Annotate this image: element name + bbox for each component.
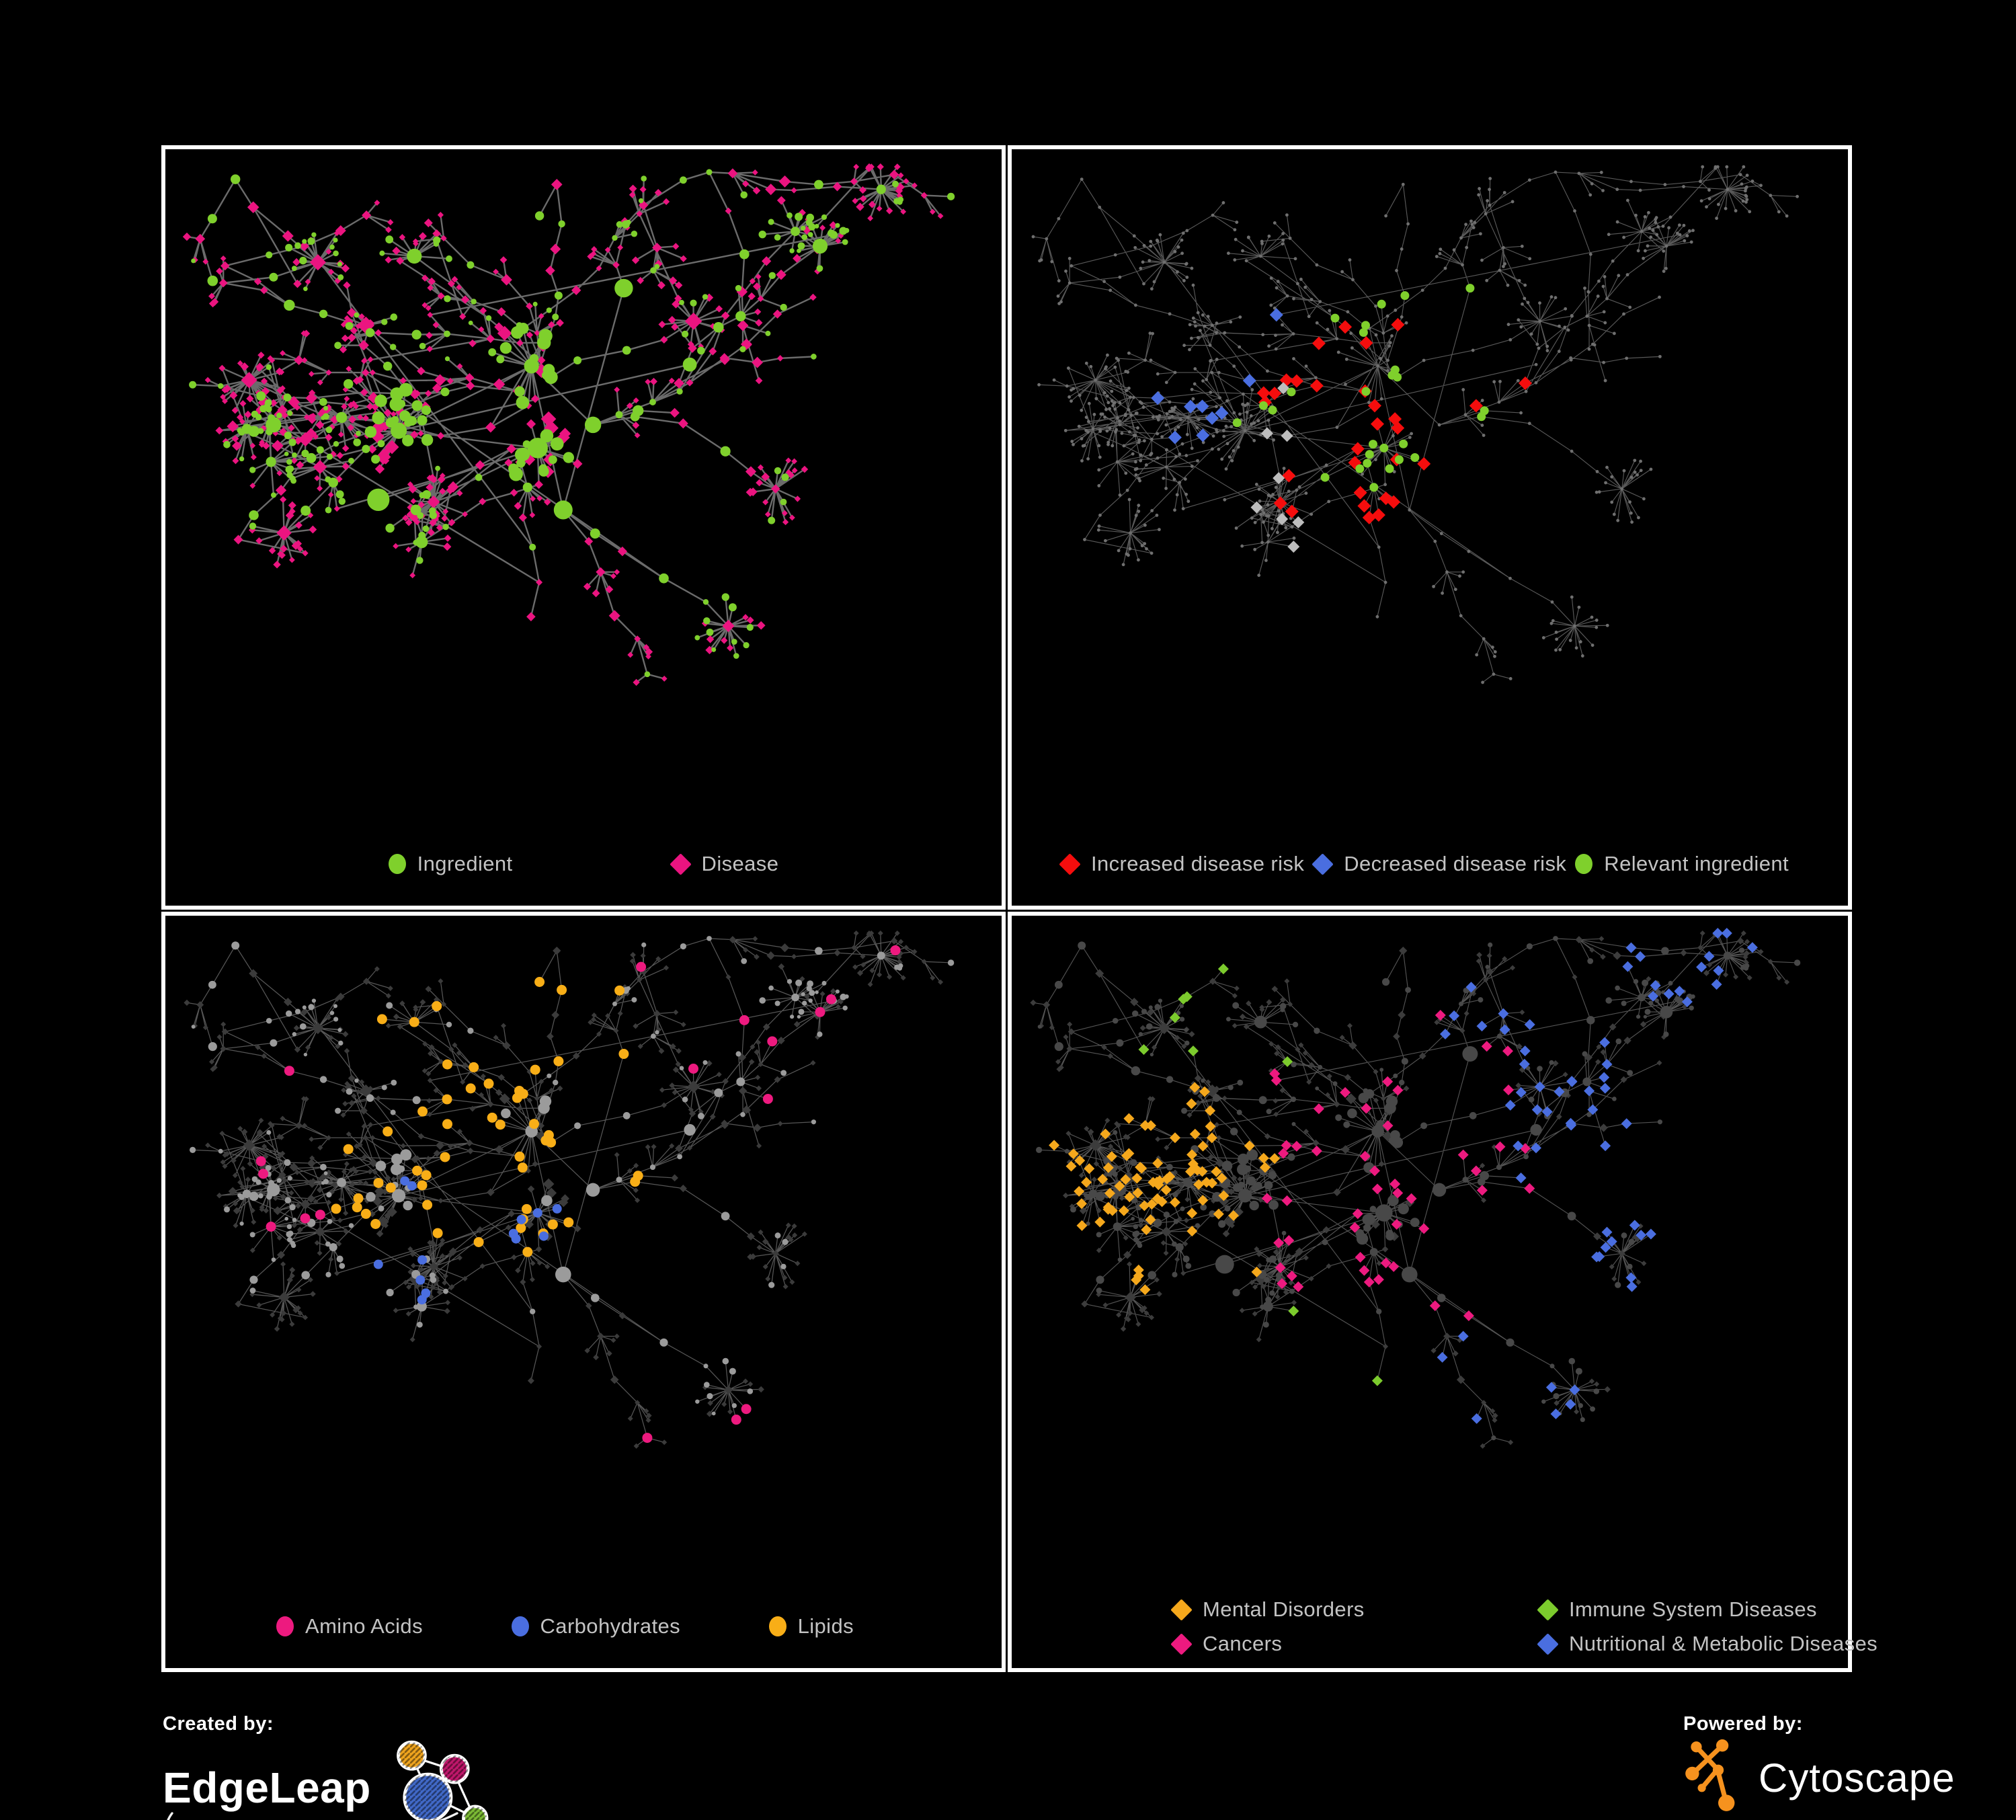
legend-item-ingredient: Ingredient xyxy=(388,852,513,876)
legend-item-amino-acids: Amino Acids xyxy=(276,1614,423,1638)
legend-label: Increased disease risk xyxy=(1091,852,1305,875)
legend-label: Nutritional & Metabolic Diseases xyxy=(1569,1632,1878,1655)
legend-label: Lipids xyxy=(797,1614,854,1638)
ingredient-swatch-icon xyxy=(388,854,406,874)
disease-risk-network-graph xyxy=(1031,165,1799,684)
legend-label: Mental Disorders xyxy=(1203,1597,1365,1621)
legend: Amino Acids Carbohydrates Lipids xyxy=(165,1614,1002,1638)
panel-macronutrients: Amino Acids Carbohydrates Lipids xyxy=(161,912,1006,1672)
cancers-swatch-icon xyxy=(1170,1632,1193,1655)
panels-grid: Ingredient Disease Increased disease ris… xyxy=(161,145,1878,1672)
amino-acids-swatch-icon xyxy=(276,1616,294,1636)
legend-label: Relevant ingredient xyxy=(1604,852,1789,875)
nutritional-diseases-swatch-icon xyxy=(1537,1632,1559,1655)
panel-ingredient-disease: Ingredient Disease xyxy=(161,145,1006,910)
legend: Ingredient Disease xyxy=(165,852,1002,876)
legend-item-increased-risk: Increased disease risk xyxy=(1059,852,1305,876)
increased-risk-swatch-icon xyxy=(1059,853,1081,875)
mental-disorders-swatch-icon xyxy=(1170,1598,1193,1621)
macronutrient-network-graph xyxy=(184,930,955,1449)
legend-label: Carbohydrates xyxy=(540,1614,681,1638)
cytoscape-wordmark: Cytoscape xyxy=(1759,1755,1955,1801)
legend-label: Amino Acids xyxy=(305,1614,423,1638)
legend-item-cancers: Cancers xyxy=(1170,1632,1538,1656)
edgeleap-branding: Created by: EdgeLeap xyxy=(163,1713,506,1820)
cytoscape-logo-icon xyxy=(1685,1739,1735,1811)
panel-disease-categories: Mental Disorders Immune System Diseases … xyxy=(1008,912,1878,1672)
legend-label: Disease xyxy=(701,852,779,875)
legend-label: Cancers xyxy=(1203,1632,1283,1655)
powered-by-label: Powered by: xyxy=(1683,1713,1803,1735)
legend-item-mental-disorders: Mental Disorders xyxy=(1170,1597,1538,1622)
legend-label: Immune System Diseases xyxy=(1569,1597,1817,1621)
legend: Increased disease risk Decreased disease… xyxy=(1012,852,1848,876)
legend-item-immune-diseases: Immune System Diseases xyxy=(1537,1597,1878,1622)
edgeleap-logo-icon xyxy=(396,1740,489,1820)
legend-label: Ingredient xyxy=(417,852,513,875)
legend-item-carbohydrates: Carbohydrates xyxy=(511,1614,681,1638)
decreased-risk-swatch-icon xyxy=(1312,853,1334,875)
lipids-swatch-icon xyxy=(768,1616,787,1636)
disease-category-network-graph xyxy=(1030,927,1801,1449)
disease-swatch-icon xyxy=(669,853,692,875)
panel-disease-risk: Increased disease risk Decreased disease… xyxy=(1008,145,1852,910)
relevant-ingredient-swatch-icon xyxy=(1575,854,1593,874)
ingredient-disease-network-graph xyxy=(182,163,955,686)
edgeleap-wordmark: EdgeLeap xyxy=(163,1764,371,1812)
legend: Mental Disorders Immune System Diseases … xyxy=(1012,1597,1878,1656)
legend-item-disease: Disease xyxy=(669,852,779,876)
legend-item-decreased-risk: Decreased disease risk xyxy=(1312,852,1567,876)
cytoscape-branding: Powered by: Cytoscape xyxy=(1683,1713,1955,1817)
immune-diseases-swatch-icon xyxy=(1537,1598,1559,1621)
legend-item-nutritional-diseases: Nutritional & Metabolic Diseases xyxy=(1537,1632,1878,1656)
created-by-label: Created by: xyxy=(163,1713,274,1735)
carbohydrates-swatch-icon xyxy=(511,1616,529,1636)
legend-item-lipids: Lipids xyxy=(768,1614,854,1638)
legend-label: Decreased disease risk xyxy=(1344,852,1567,875)
legend-item-relevant-ingredient: Relevant ingredient xyxy=(1575,852,1789,876)
